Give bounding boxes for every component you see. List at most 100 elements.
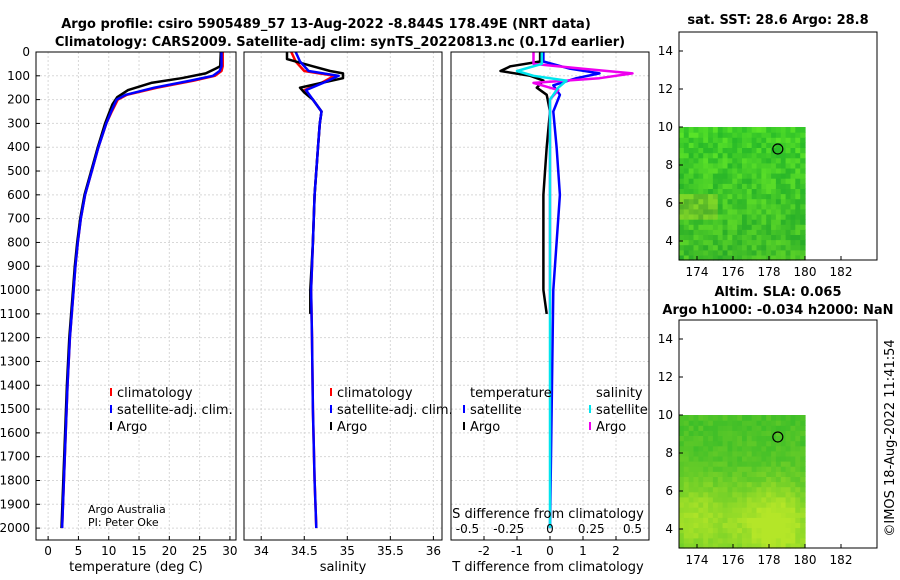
map-cell [712,532,719,539]
map-cell [708,162,714,169]
legend-satellite: satellite-adj. clim. [337,403,453,418]
map-cell [766,476,772,483]
map-cell [679,461,685,467]
map-cell [775,157,782,164]
map-cell [746,527,753,534]
map-cell [800,214,806,220]
map-cell [800,512,806,518]
map-cell [742,239,748,246]
map-cell [727,537,733,544]
map-cell [737,455,743,462]
map-cell [742,476,748,483]
map-cell [751,522,758,529]
map-cell [775,420,782,426]
map-cell [785,193,791,200]
map-cell [785,132,791,138]
map-cell [683,162,690,169]
map-cell [722,188,728,195]
map-cell [795,491,801,498]
map-cell [742,486,748,493]
map-cell [693,496,699,503]
map-cell [679,249,685,256]
map-cell [756,188,762,195]
map-cell [683,435,690,442]
map-cell [785,203,791,210]
y-tick-label: 0 [22,45,30,59]
map-cell [688,229,695,235]
map-cell [756,450,762,457]
map-cell [780,203,787,210]
map-cell [722,476,728,483]
map-cell [751,507,758,513]
map-cell [698,445,704,452]
map-cell [712,491,719,498]
map-cell [771,254,777,261]
map-cell [693,450,699,457]
lon-tick-label: 174 [686,265,709,279]
map-cell [761,127,767,133]
map-cell [693,224,699,230]
map-cell [703,466,709,472]
credit-text: Argo Australia [88,503,166,516]
map-cell [751,239,758,246]
map-cell [756,440,762,447]
lat-tick-label: 4 [665,522,673,536]
map-cell [780,415,787,421]
map-cell [737,527,743,534]
map-cell [698,486,704,493]
map-cell [722,219,728,225]
map-cell [693,234,699,241]
map-cell [708,461,714,467]
map-cell [708,142,714,148]
map-cell [708,229,714,235]
map-cell [795,188,801,195]
map-cell [732,461,738,467]
map-cell [766,188,772,195]
map-cell [766,450,772,457]
map-cell [756,249,762,256]
map-cell [737,435,743,442]
map-cell [795,234,801,241]
map-cell [746,234,753,241]
map-cell [722,420,728,426]
map-cell [751,425,758,431]
legend-t-satellite: satellite [470,403,522,418]
map-cell [722,517,728,523]
map-cell [800,244,806,251]
map-cell [683,183,690,189]
map-cell [795,455,801,462]
map-cell [790,198,796,205]
map-cell [790,425,796,431]
map-cell [727,203,733,210]
map-cell [688,249,695,256]
map-cell [800,183,806,189]
map-cell [756,254,762,261]
map-cell [683,425,690,431]
map-cell [737,198,743,205]
map-cell [751,435,758,442]
map-cell [683,208,690,215]
map-cell [742,162,748,169]
map-cell [712,481,719,488]
map-cell [751,198,758,205]
map-cell [722,152,728,159]
map-cell [800,542,806,549]
map-cell [766,224,772,230]
map-cell [737,137,743,143]
map-cell [732,425,738,431]
map-cell [712,476,719,483]
map-cell [727,522,733,529]
x-tick-label: 34.5 [291,544,318,558]
map-cell [790,137,796,143]
y-tick-label: 1500 [0,402,30,416]
map-cell [688,415,695,421]
map-cell [761,491,767,498]
map-cell [683,496,690,503]
map-cell [737,244,743,251]
map-cell [683,234,690,241]
map-cell [795,162,801,169]
map-cell [790,445,796,452]
map-cell [746,542,753,549]
map-cell [688,466,695,472]
map-cell [771,208,777,215]
